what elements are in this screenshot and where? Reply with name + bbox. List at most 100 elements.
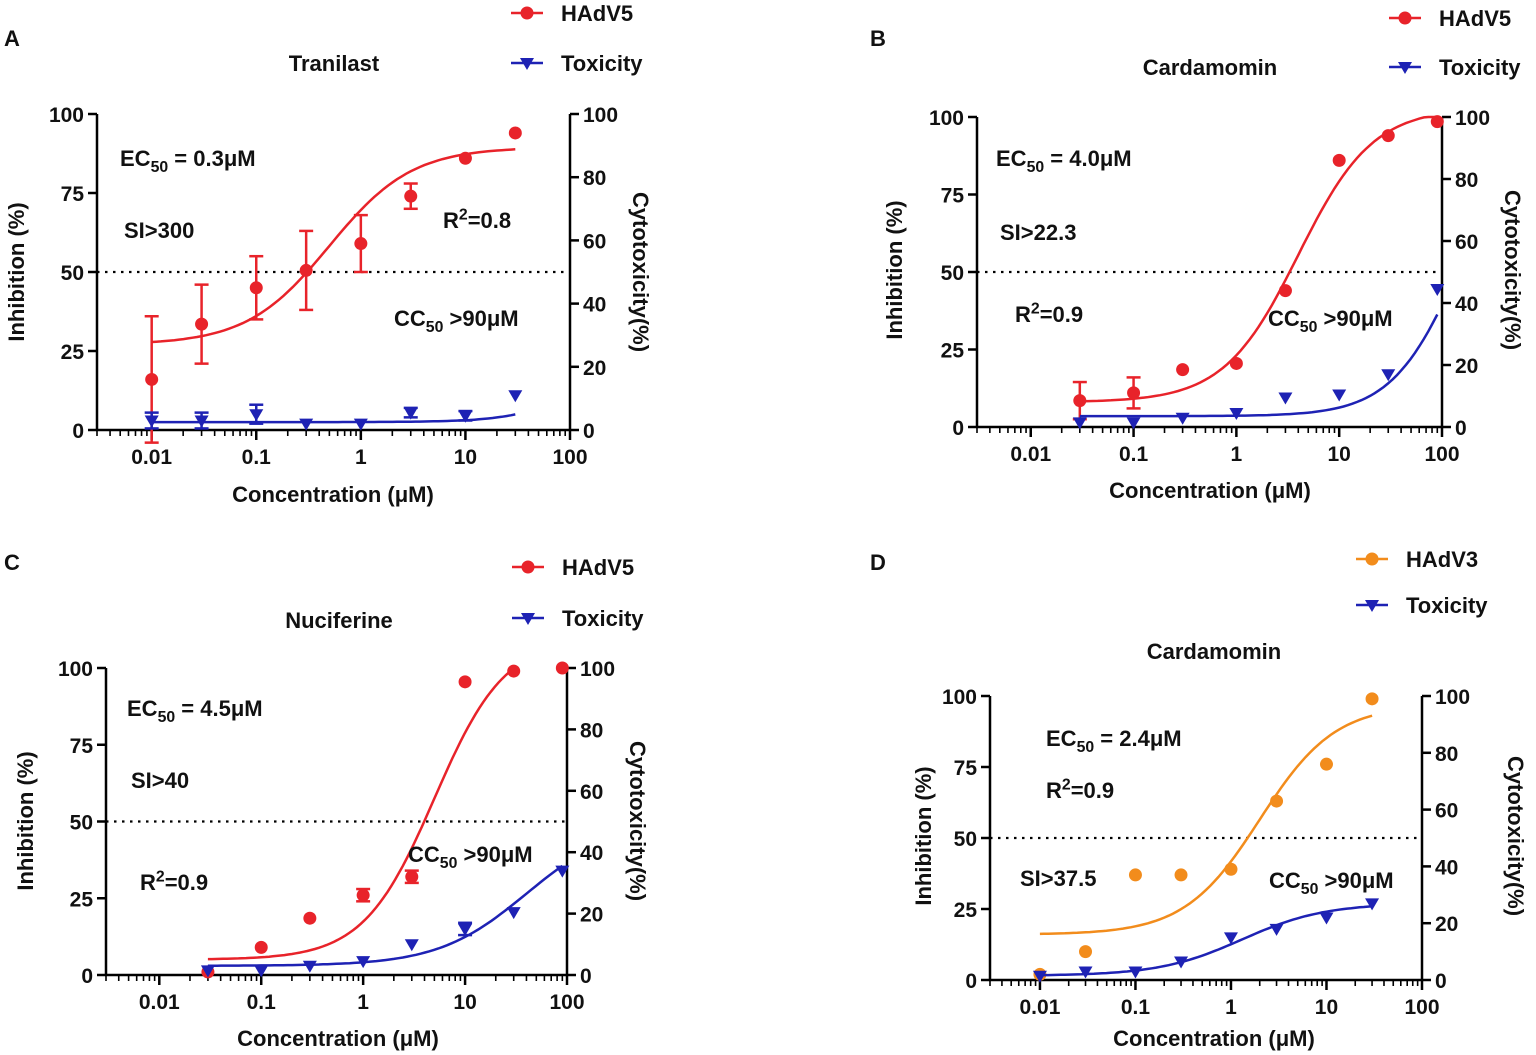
data-point [1278,284,1292,298]
r2-annotation-value: =0.8 [468,208,511,233]
data-point [144,415,159,428]
series-hadv5 [144,126,522,444]
y2-tick-label: 80 [1435,743,1458,766]
data-point [1229,356,1243,370]
data-point [299,418,314,431]
fit-curve [1079,115,1438,403]
panel-a: A Tranilast HAdV5 Toxicity 0 25 50 75 100 0 20 40 60… [4,1,653,507]
r2-annotation: R2=0.9 [140,869,208,895]
cc50-annotation-subscript: 50 [1300,319,1318,336]
legend-entry-hadv5: HAdV5 [511,1,633,26]
y-tick-label: 100 [942,686,977,709]
legend-label: Toxicity [562,606,644,631]
y-tick-label: 0 [965,970,977,993]
legend-triangle-marker [1365,600,1379,612]
data-point [458,410,473,423]
data-point [1269,923,1284,936]
y2-tick-label: 60 [580,781,603,804]
y-axis-label: Inhibition (%) [13,751,38,890]
x-tick-label: 1 [1231,443,1243,466]
fit-curve [1039,714,1373,936]
r2-annotation-superscript: 2 [1062,777,1071,794]
data-point [508,390,523,403]
ec50-annotation-prefix: EC [996,146,1027,171]
ec50-annotation-prefix: EC [127,696,158,721]
data-point [1332,153,1346,167]
legend-entry-toxicity: Toxicity [511,51,643,76]
x-tick-label: 100 [549,991,584,1014]
panel-letter: B [870,26,886,51]
y2-tick-label: 80 [1455,169,1478,192]
r2-annotation: R2=0.9 [1015,301,1083,327]
fit-curve [151,148,516,344]
series-hadv3 [1033,692,1379,981]
y-tick-label: 50 [61,262,84,285]
data-point [1078,966,1093,979]
panel-c: C Nuciferine HAdV5 Toxicity 0 25 50 75 100 0 20 40 6… [4,550,650,1051]
y2-tick-label: 40 [1455,293,1478,316]
si-annotation: SI>300 [124,218,194,243]
fit-curve [1039,905,1373,977]
legend-entry-hadv3: HAdV3 [1356,547,1478,572]
cc50-annotation-prefix: CC [1268,306,1300,331]
r2-annotation-prefix: R [140,870,156,895]
y2-tick-label: 100 [1455,107,1490,130]
legend-entry-toxicity: Toxicity [1356,593,1488,618]
data-point [1332,389,1347,402]
y-tick-label: 100 [49,104,84,127]
cc50-annotation: CC50 >90μM [394,306,519,336]
y-tick-label: 25 [941,340,965,363]
y-tick-label: 0 [952,417,964,440]
data-point [1072,417,1087,430]
data-point [1127,386,1141,400]
data-point [1176,363,1190,377]
y-tick-label: 25 [61,341,85,364]
y2-tick-label: 40 [583,294,606,317]
ec50-annotation-subscript: 50 [1077,739,1095,756]
y-tick-label: 50 [954,828,977,851]
x-tick-label: 1 [1225,996,1237,1019]
cc50-annotation: CC50 >90μM [408,842,533,872]
y2-tick-label: 80 [583,167,606,190]
cc50-annotation-value: >90μM [1318,868,1393,893]
legend-label: HAdV5 [562,555,634,580]
data-point [299,263,313,277]
x-tick-label: 1 [357,991,369,1014]
x-tick-label: 0.1 [1119,443,1149,466]
data-point [458,923,473,936]
y2-tick-label: 0 [1455,417,1467,440]
axes: 0 25 50 75 100 0 20 40 60 80 100 0.01 0.1 1 10 100 [929,107,1490,466]
data-point [303,911,317,925]
x-tick-label: 0.1 [1121,996,1151,1019]
x-tick-label: 1 [355,446,367,469]
y2-tick-label: 0 [583,420,595,443]
ec50-annotation: EC50 = 0.3μM [120,146,256,176]
data-point [200,965,215,978]
legend-entry-hadv5: HAdV5 [1389,6,1511,31]
x-tick-label: 100 [1404,996,1439,1019]
x-tick-label: 0.1 [247,991,277,1014]
data-point [1174,868,1188,882]
y-tick-label: 50 [70,812,93,835]
data-point [145,372,159,386]
data-point [1319,757,1333,771]
data-point [1430,284,1445,297]
legend-circle-marker [1398,11,1412,25]
x-tick-label: 0.1 [242,446,272,469]
ec50-annotation-subscript: 50 [151,159,169,176]
r2-annotation-superscript: 2 [156,869,165,886]
r2-annotation-prefix: R [443,208,459,233]
y-tick-label: 25 [954,899,978,922]
r2-annotation-prefix: R [1046,778,1062,803]
legend-label: HAdV3 [1406,547,1478,572]
r2-annotation-value: =0.9 [165,870,208,895]
x-axis-label: Concentration (μM) [1113,1026,1315,1051]
ec50-annotation-value: = 2.4μM [1094,726,1181,751]
y2-tick-label: 100 [580,658,615,681]
cc50-annotation-value: >90μM [1317,306,1392,331]
y-tick-label: 100 [929,107,964,130]
panel-d: D Cardamomin HAdV3 Toxicity 0 25 50 75 100 0 20 40 6… [870,547,1528,1051]
legend-circle-marker [520,6,534,20]
ec50-annotation-prefix: EC [120,146,151,171]
